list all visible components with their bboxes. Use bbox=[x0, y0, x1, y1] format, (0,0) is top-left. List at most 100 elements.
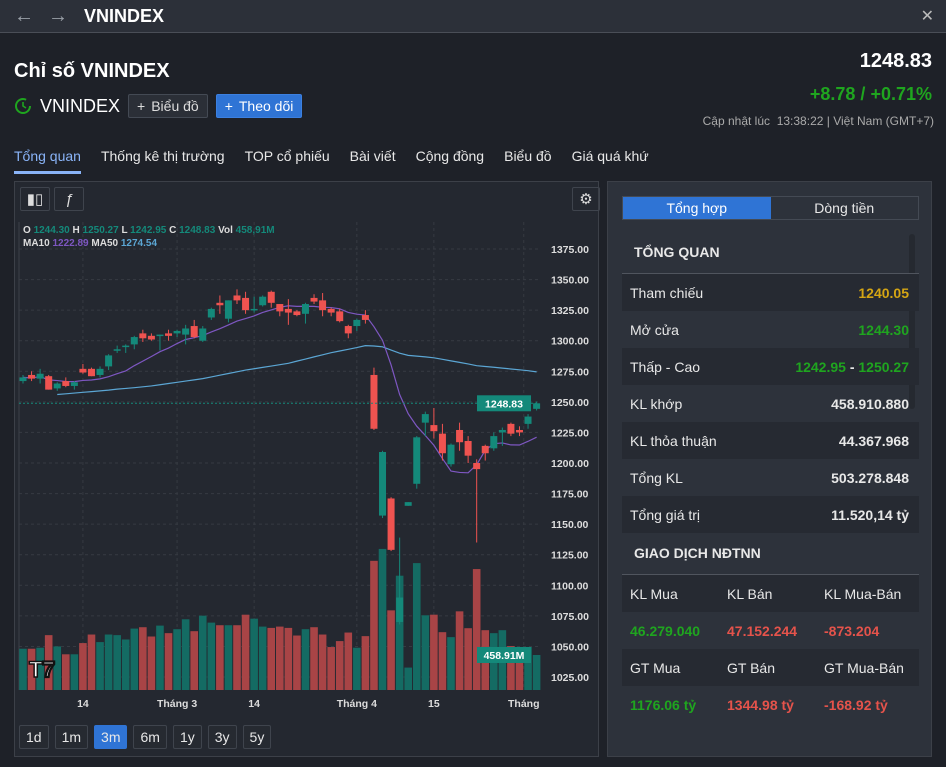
volume-bar bbox=[121, 639, 130, 690]
tab-market-stats[interactable]: Thống kê thị trường bbox=[100, 148, 225, 164]
candle bbox=[284, 308, 292, 313]
row-value: 503.278.848 bbox=[831, 469, 909, 486]
candle bbox=[327, 308, 335, 313]
volume-bar bbox=[44, 635, 53, 690]
volume-bar bbox=[181, 619, 190, 690]
update-value: 13:38:22 | Việt Nam (GMT+7) bbox=[776, 114, 934, 128]
volume-value: 458,91M bbox=[235, 225, 275, 236]
tab-community[interactable]: Cộng đồng bbox=[415, 148, 485, 164]
candle bbox=[473, 463, 481, 470]
range-1d[interactable]: 1d bbox=[19, 725, 49, 749]
volume-bar bbox=[241, 614, 250, 690]
symbol-name: VNINDEX bbox=[40, 95, 121, 116]
y-tick-label: 1325.00 bbox=[551, 305, 589, 317]
volume-bar bbox=[267, 627, 276, 690]
row-open: Mở cửa 1244.30 bbox=[622, 311, 919, 348]
candle bbox=[224, 300, 232, 319]
volume-bar bbox=[258, 626, 267, 690]
volume-bar bbox=[113, 635, 121, 690]
volume-bar bbox=[207, 622, 216, 690]
range-5y[interactable]: 5y bbox=[242, 725, 272, 749]
candle bbox=[310, 297, 318, 302]
row-value: 11.520,14 tỷ bbox=[831, 506, 909, 523]
row-reference: Tham chiếu 1240.05 bbox=[622, 274, 919, 311]
range-3y[interactable]: 3y bbox=[207, 725, 237, 749]
volume-bar bbox=[404, 667, 412, 690]
back-icon[interactable]: ← bbox=[14, 4, 34, 27]
last-volume-label: 458.91M bbox=[484, 650, 525, 662]
candle bbox=[293, 311, 301, 316]
candle-type-icon[interactable]: ▮▯ bbox=[20, 187, 50, 211]
candle bbox=[139, 333, 147, 339]
divider bbox=[622, 273, 919, 274]
range-3m[interactable]: 3m bbox=[94, 725, 128, 749]
low-value: 1242.95 bbox=[130, 225, 167, 236]
y-tick-label: 1350.00 bbox=[551, 275, 589, 287]
volume-bar bbox=[224, 625, 233, 690]
foreign-heading: GIAO DỊCH NĐTNN bbox=[634, 545, 761, 561]
tab-articles[interactable]: Bài viết bbox=[349, 148, 396, 164]
row-value: 458.910.880 bbox=[831, 395, 909, 412]
chart-legend: O 1244.30 H 1250.27 L 1242.95 C 1248.83 … bbox=[23, 224, 275, 250]
candlestick-chart[interactable]: 1375.00 1350.00 1325.00 1300.00 1275.00 1250.… bbox=[15, 222, 598, 742]
candle bbox=[370, 374, 378, 429]
tab-money-flow[interactable]: Dòng tiền bbox=[814, 200, 875, 216]
volume-bar bbox=[19, 648, 27, 690]
candle bbox=[319, 300, 327, 311]
candle bbox=[113, 349, 121, 351]
candle bbox=[45, 376, 53, 390]
close-icon[interactable]: ✕ bbox=[920, 8, 934, 25]
row-matched-volume: KL khớp 458.910.880 bbox=[622, 385, 919, 422]
y-tick-label: 1275.00 bbox=[551, 366, 589, 378]
candle bbox=[96, 368, 104, 375]
header-cell: GT Mua bbox=[630, 659, 681, 676]
range-1y[interactable]: 1y bbox=[172, 725, 202, 749]
tab-overview[interactable]: Tổng quan bbox=[14, 148, 81, 174]
tab-summary[interactable]: Tổng hợp bbox=[623, 197, 771, 219]
o-label: O bbox=[23, 225, 31, 236]
row-label: Tổng giá trị bbox=[630, 506, 701, 523]
row-label: KL thỏa thuận bbox=[630, 432, 717, 449]
range-6m[interactable]: 6m bbox=[133, 725, 167, 749]
volume-bar bbox=[335, 641, 344, 690]
volume-bar bbox=[62, 654, 70, 690]
tab-chart[interactable]: Biểu đồ bbox=[504, 148, 552, 164]
row-value: 44.367.968 bbox=[838, 432, 909, 449]
add-chart-button[interactable]: + Biểu đồ bbox=[128, 94, 208, 118]
tab-history[interactable]: Giá quá khứ bbox=[571, 148, 649, 164]
candle bbox=[353, 319, 361, 327]
y-tick-label: 1250.00 bbox=[551, 397, 589, 409]
ma50-value: 1274.54 bbox=[120, 238, 158, 249]
indicator-fx-icon[interactable]: ƒ bbox=[54, 187, 84, 211]
plus-icon: + bbox=[224, 98, 233, 114]
y-tick-label: 1225.00 bbox=[551, 427, 589, 439]
candle bbox=[507, 423, 515, 434]
x-tick-label: Tháng 4 bbox=[337, 698, 377, 710]
candle bbox=[173, 330, 181, 334]
scrollbar[interactable] bbox=[909, 234, 915, 409]
row-label: KL khớp bbox=[630, 395, 683, 412]
follow-button[interactable]: + Theo dõi bbox=[215, 94, 303, 118]
main-tabs: Tổng quan Thống kê thị trường TOP cổ phi… bbox=[14, 148, 649, 174]
candle bbox=[464, 440, 472, 456]
volume-bar bbox=[524, 647, 532, 690]
window-title: VNINDEX bbox=[84, 5, 165, 26]
forward-icon[interactable]: → bbox=[48, 4, 68, 27]
candle bbox=[379, 452, 387, 516]
tab-top-stocks[interactable]: TOP cổ phiếu bbox=[244, 148, 330, 164]
gear-icon[interactable]: ⚙ bbox=[572, 187, 600, 211]
current-price: 1248.83 bbox=[859, 50, 932, 72]
l-label: L bbox=[121, 225, 128, 236]
candle bbox=[481, 445, 489, 454]
last-volume-badge bbox=[477, 646, 531, 663]
candle bbox=[421, 414, 429, 423]
volume-bar bbox=[455, 611, 464, 690]
range-1m[interactable]: 1m bbox=[54, 725, 89, 749]
x-tick-label: Tháng 3 bbox=[157, 698, 197, 710]
kl-headers: KL Mua KL Bán KL Mua-Bán bbox=[622, 575, 919, 612]
row-value: 1244.30 bbox=[858, 321, 909, 338]
volume-bar bbox=[70, 654, 79, 690]
vol-label: Vol bbox=[218, 225, 233, 236]
candle bbox=[207, 308, 215, 318]
candle bbox=[79, 368, 87, 373]
